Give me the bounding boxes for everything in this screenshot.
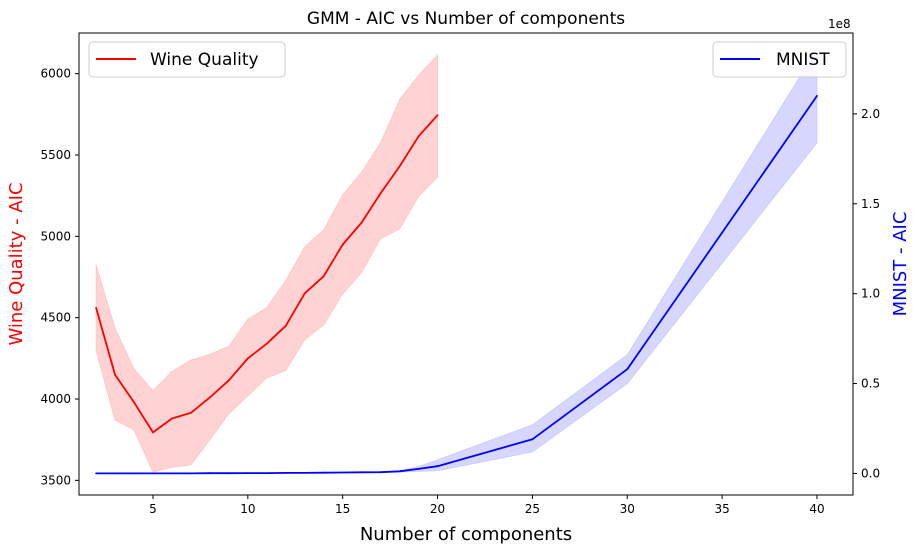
mnist-point (265, 472, 268, 474)
mnist-point (398, 470, 401, 473)
mnist-point (133, 472, 135, 475)
wine-quality-point (133, 401, 135, 404)
mnist-point (284, 472, 287, 474)
mnist-point (95, 472, 97, 475)
wine-quality-point (152, 431, 154, 434)
wine-quality-point (171, 417, 173, 420)
mnist-point (114, 472, 116, 475)
wine-quality-point (417, 135, 420, 138)
wine-quality-point (95, 307, 97, 309)
left-y-tick-label: 4500 (40, 311, 71, 325)
x-tick-label: 25 (525, 502, 540, 516)
x-axis-ticks: 5 10 15 20 25 30 35 40 (149, 495, 825, 516)
wine-quality-point (322, 275, 325, 278)
x-tick-label: 10 (240, 502, 255, 516)
left-y-tick-label: 3500 (40, 473, 71, 487)
left-y-axis-ticks: 3500 4000 4500 5000 5500 6000 (40, 67, 79, 487)
wine-quality-point (284, 324, 287, 327)
wine-quality-point (360, 221, 363, 224)
right-y-tick-label: 0.0 (861, 466, 880, 480)
mnist-point (171, 472, 173, 475)
right-y-tick-label: 1.5 (861, 197, 880, 211)
wine-quality-point (246, 357, 249, 360)
wine-quality-point (209, 396, 211, 399)
mnist-point (209, 472, 211, 475)
wine-quality-point (190, 411, 192, 414)
left-y-tick-label: 4000 (40, 392, 71, 406)
left-y-tick-label: 6000 (40, 67, 71, 81)
x-tick-label: 15 (335, 502, 350, 516)
left-y-tick-label: 5000 (40, 229, 71, 243)
plot-frame (78, 32, 854, 496)
x-tick-label: 40 (809, 502, 824, 516)
legend-wine-quality-box (88, 41, 286, 78)
mnist-point (531, 438, 534, 441)
wine-quality-point (228, 379, 230, 382)
right-y-tick-label: 2.0 (861, 107, 880, 121)
mnist-point (626, 368, 629, 371)
mnist-point (816, 95, 818, 97)
mnist-point (152, 472, 154, 475)
wine-quality-point (379, 192, 382, 195)
mnist-point (246, 472, 249, 474)
mnist-point (341, 471, 344, 474)
legend-mnist: MNIST (712, 41, 847, 78)
wine-quality-point (303, 292, 306, 295)
mnist-point (228, 472, 230, 475)
x-tick-label: 35 (714, 502, 729, 516)
mnist-point (322, 471, 325, 474)
right-y-axis-label: MNIST - AIC (890, 212, 911, 317)
x-axis-label: Number of components (360, 524, 572, 545)
legend-mnist-label: MNIST (776, 50, 830, 70)
mnist-point (417, 468, 420, 470)
mnist-point (360, 471, 363, 474)
right-y-tick-label: 1.0 (861, 287, 880, 301)
legend-mnist-box (712, 41, 847, 78)
wine-quality-point (398, 165, 401, 168)
legend-wine-quality: Wine Quality (88, 41, 286, 78)
chart-title: GMM - AIC vs Number of components (307, 9, 625, 29)
right-y-tick-label: 0.5 (861, 377, 880, 391)
wine-quality-point (341, 243, 344, 246)
x-tick-label: 30 (620, 502, 635, 516)
right-axis-offset-text: 1e8 (828, 17, 851, 31)
left-y-axis-label: Wine Quality - AIC (6, 182, 27, 345)
wine-quality-point (436, 114, 439, 117)
wine-quality-confidence-band (95, 53, 438, 473)
wine-quality-point (114, 373, 116, 376)
mnist-point (379, 471, 382, 474)
mnist-series-line (96, 95, 818, 475)
right-y-axis-ticks: 0.0 0.5 1.0 1.5 2.0 (853, 107, 880, 480)
mnist-point (190, 472, 192, 475)
mnist-point (303, 472, 306, 474)
wine-quality-point (265, 342, 268, 345)
left-y-tick-label: 5500 (40, 148, 71, 162)
x-tick-label: 5 (149, 502, 157, 516)
legend-wine-quality-label: Wine Quality (150, 50, 259, 70)
series-lines (95, 95, 818, 475)
x-tick-label: 20 (430, 502, 445, 516)
mnist-point (436, 465, 439, 468)
